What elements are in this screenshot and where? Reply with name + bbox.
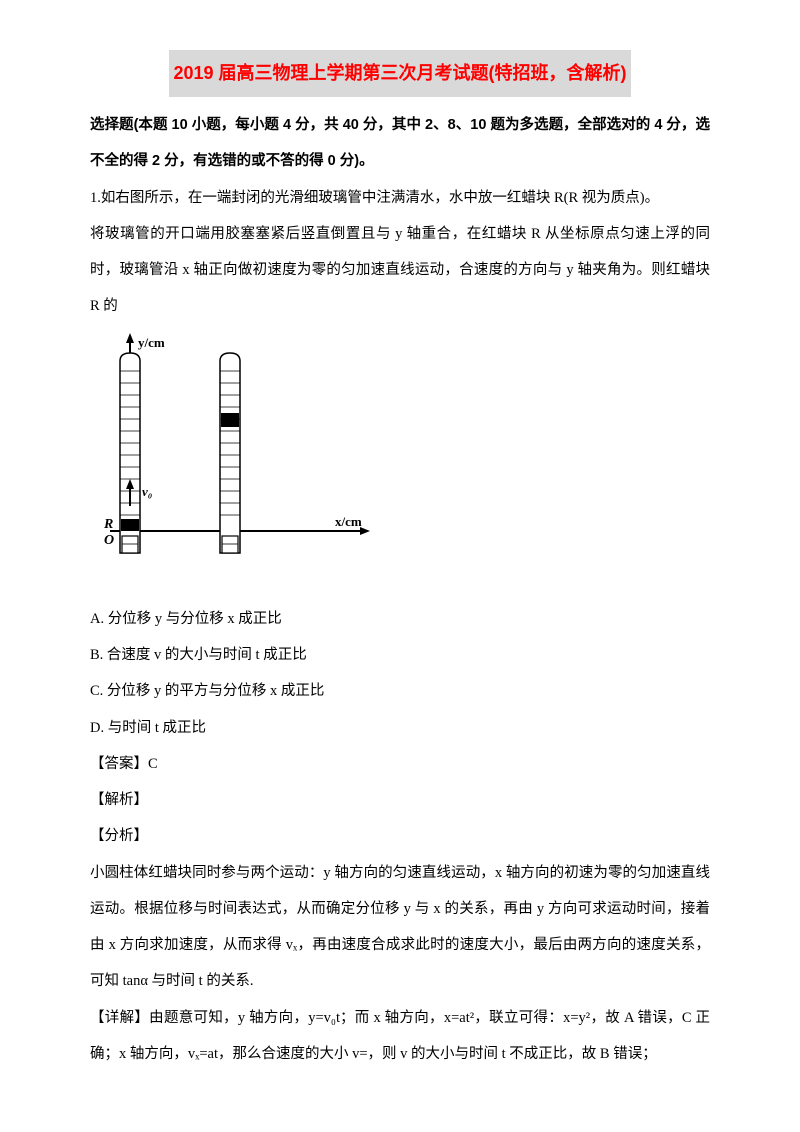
answer-value: C: [148, 756, 158, 772]
question-1: 1.如右图所示，在一端封闭的光滑细玻璃管中注满清水，水中放一红蜡块 R(R 视为…: [90, 180, 710, 216]
answer-line: 【答案】C: [90, 746, 710, 782]
svg-text:R: R: [103, 517, 113, 532]
instruction: 选择题(本题 10 小题，每小题 4 分，共 40 分，其中 2、8、10 题为…: [90, 107, 710, 180]
fenxi-text: 小圆柱体红蜡块同时参与两个运动：y 轴方向的匀速直线运动，x 轴方向的初速为零的…: [90, 855, 710, 1000]
figure-1: y/cm x/cm: [90, 331, 710, 595]
page: 2019 届高三物理上学期第三次月考试题(特招班，含解析) 选择题(本题 10 …: [0, 0, 800, 1132]
jiexi-label: 【解析】: [90, 782, 710, 818]
svg-text:x/cm: x/cm: [335, 514, 362, 529]
xiangjie: 【详解】由题意可知，y 轴方向，y=v₀t；而 x 轴方向，x=at²，联立可得…: [90, 1000, 710, 1073]
xiangjie-label: 【详解】: [90, 1010, 149, 1026]
page-title: 2019 届高三物理上学期第三次月考试题(特招班，含解析): [169, 50, 630, 97]
tube-left: [120, 353, 140, 553]
svg-text:y/cm: y/cm: [138, 335, 165, 350]
question-number: 1.: [90, 190, 101, 206]
tube-right: [220, 353, 240, 553]
svg-text:v₀: v₀: [142, 484, 152, 499]
question-text-2: 将玻璃管的开口端用胶塞塞紧后竖直倒置且与 y 轴重合，在红蜡块 R 从坐标原点匀…: [90, 216, 710, 325]
question-text-1: 如右图所示，在一端封闭的光滑细玻璃管中注满清水，水中放一红蜡块 R(R 视为质点…: [101, 190, 659, 206]
xiangjie-text: 由题意可知，y 轴方向，y=v₀t；而 x 轴方向，x=at²，联立可得：x=y…: [90, 1010, 710, 1062]
answer-label: 【答案】: [90, 756, 148, 772]
option-a: A. 分位移 y 与分位移 x 成正比: [90, 601, 710, 637]
svg-text:O: O: [104, 533, 114, 548]
title-container: 2019 届高三物理上学期第三次月考试题(特招班，含解析): [90, 50, 710, 97]
fenxi-label: 【分析】: [90, 818, 710, 854]
option-b: B. 合速度 v 的大小与时间 t 成正比: [90, 637, 710, 673]
diagram-svg: y/cm x/cm: [90, 331, 390, 581]
option-c: C. 分位移 y 的平方与分位移 x 成正比: [90, 673, 710, 709]
option-d: D. 与时间 t 成正比: [90, 710, 710, 746]
